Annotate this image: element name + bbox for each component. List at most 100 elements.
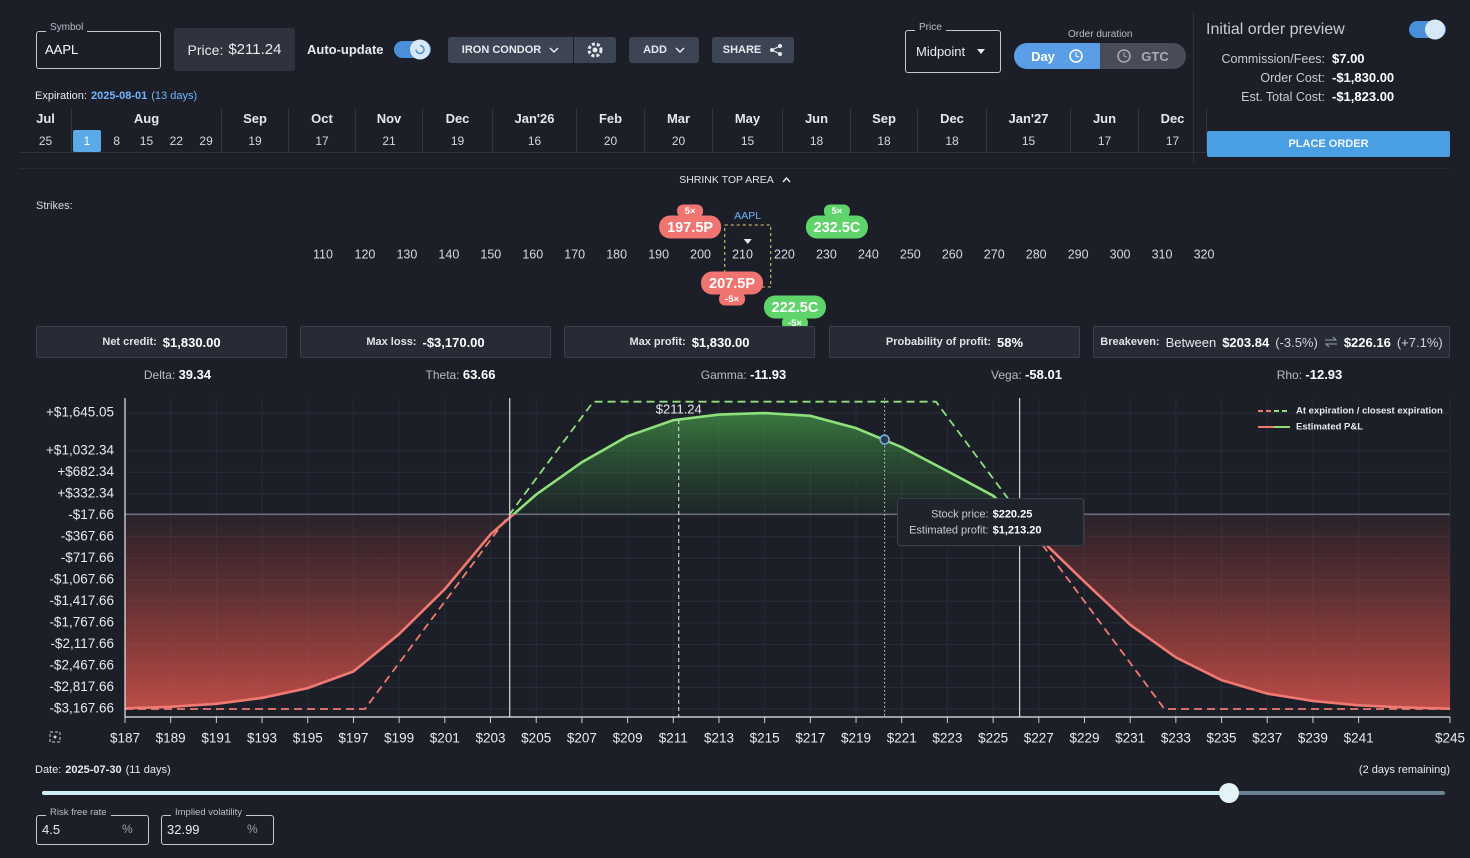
strike-label: 310 [1152,247,1173,261]
expiration-day[interactable]: 17 [1097,134,1112,148]
tooltip-x-value: $220.25 [993,509,1033,521]
expiration-group: Nov 21 [356,108,423,152]
price-type-select[interactable]: Midpoint [905,30,1001,73]
share-button[interactable]: SHARE [712,37,794,63]
expiration-date: 2025-08-01 [90,90,148,102]
place-order-button[interactable]: PLACE ORDER [1207,131,1450,157]
breakeven-label: Breakeven: [1100,336,1160,348]
x-tick-label: $193 [247,731,277,746]
strike-label: 260 [942,247,963,261]
date-slider[interactable] [42,783,1445,803]
expiration-day[interactable]: 17 [1165,134,1180,148]
duration-day[interactable]: Day [1014,43,1100,69]
expiration-day[interactable]: 8 [113,134,121,148]
expiration-day[interactable]: 15 [139,134,154,148]
place-order-text: PLACE ORDER [1288,138,1369,150]
greek-value: -11.93 [750,367,787,382]
symbol-label: Symbol [46,22,88,33]
leg-qty-pill [719,292,746,306]
x-tick-label: $233 [1161,731,1191,746]
expiration-day[interactable]: 22 [169,134,183,148]
expiration-day[interactable]: 1 [72,130,101,152]
duration-day-text: Day [1031,48,1055,64]
symbol-value: AAPL [45,42,79,57]
expiration-day[interactable]: 15 [740,134,755,148]
x-tick-label: $223 [932,731,962,746]
expiration-day[interactable]: 29 [199,134,213,148]
expiration-day[interactable]: 20 [603,134,618,148]
expiration-days: 15 [987,130,1070,152]
expiration-day[interactable]: 16 [527,134,542,148]
breakeven-box: Breakeven: Between $203.84 (-3.5%) $226.… [1093,326,1450,358]
stat-box: Probability of profit: 58% [829,326,1080,358]
clock-icon [1069,49,1083,63]
expiration-day[interactable]: 18 [945,134,959,148]
expiration-days: 17 [1071,130,1138,152]
legend-label: At expiration / closest expiration [1296,406,1443,417]
expiration-day[interactable]: 20 [671,134,686,148]
leg-pill [659,215,722,239]
expiration-month: Sep [243,111,267,126]
expiration-days: 18 [783,130,850,152]
greek-label: Delta: [143,368,176,382]
expiration-day[interactable]: 21 [382,134,396,148]
estimated-line [125,514,1450,711]
x-tick-label: $217 [795,731,825,746]
legend-label: Estimated P&L [1296,422,1363,433]
expiration-day[interactable]: 19 [450,134,465,148]
pnl-area-negative [125,514,1450,709]
leg-label: 222.5C [772,300,819,316]
strike-label: 200 [690,247,711,261]
strike-label: 320 [1194,247,1215,261]
shrink-toggle[interactable]: SHRINK TOP AREA [660,174,810,186]
iv-label: Implied volatility [171,807,247,818]
expiration-day[interactable]: 17 [315,134,329,148]
greek: Theta: 63.66 [319,367,602,382]
settings-button[interactable] [574,37,616,63]
slider-fill [42,791,1230,795]
expiration-day[interactable]: 19 [248,134,262,148]
leg-qty: -5× [788,318,802,329]
symbol-input[interactable] [36,31,161,69]
duration-toggle: Day GTC [1014,43,1186,69]
stat-label: Probability of profit: [885,336,992,348]
y-tick-label: -$367.66 [61,528,114,543]
expiration-day[interactable]: 15 [1021,134,1036,148]
x-tick-label: $203 [475,731,505,746]
preview-toggle[interactable] [1408,18,1448,42]
duration-gtc[interactable]: GTC [1100,43,1186,69]
reset-zoom-icon[interactable] [48,730,62,744]
expiration-days: 21 [356,130,422,152]
preview-row-value: -$1,830.00 [1332,70,1395,85]
expiration-days: 20 [577,130,644,152]
x-tick-label: $245 [1435,731,1465,746]
share-icon [770,44,783,56]
expiration-line: Expiration: 2025-08-01 (13 days) [35,90,197,102]
strategy-button[interactable]: IRON CONDOR [448,37,573,63]
expiration-month: Aug [133,111,160,126]
expiration-day[interactable]: 18 [809,134,824,148]
x-tick-label: $191 [201,731,231,746]
expiration-day[interactable]: 18 [877,134,891,148]
greek: Rho: -12.93 [1168,367,1451,382]
expiration-group: Dec 19 [423,108,493,152]
expiration-line [508,400,1021,515]
auto-update-toggle[interactable] [393,38,433,62]
expiration-days: (13 days) [151,90,198,102]
strike-label: 210 [732,247,753,261]
stat-label: Max loss: [366,336,417,348]
y-tick-label: -$2,117.66 [50,636,114,651]
chevron-up-icon [782,177,791,183]
tooltip-y-text: Estimated profit: [909,525,988,537]
strike-label: 130 [396,247,417,261]
strategy-text: IRON CONDOR [461,44,542,56]
strike-label: 180 [606,247,627,261]
add-button[interactable]: ADD [629,37,699,63]
expiration-day[interactable]: 25 [38,134,53,148]
x-tick-label: $213 [704,731,734,746]
strike-symbol: AAPL [734,210,761,222]
hover-point [879,434,890,445]
x-tick-label: $201 [430,731,460,746]
leg-qty-pill [823,204,850,218]
leg-label: 197.5P [667,220,713,236]
